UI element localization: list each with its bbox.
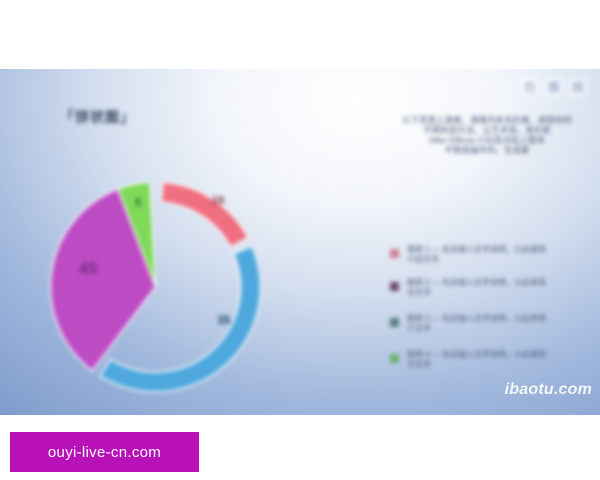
svg-text:45: 45	[79, 259, 98, 278]
svg-text:35: 35	[217, 313, 231, 327]
svg-text:5: 5	[135, 197, 141, 209]
svg-text:15: 15	[212, 195, 224, 207]
